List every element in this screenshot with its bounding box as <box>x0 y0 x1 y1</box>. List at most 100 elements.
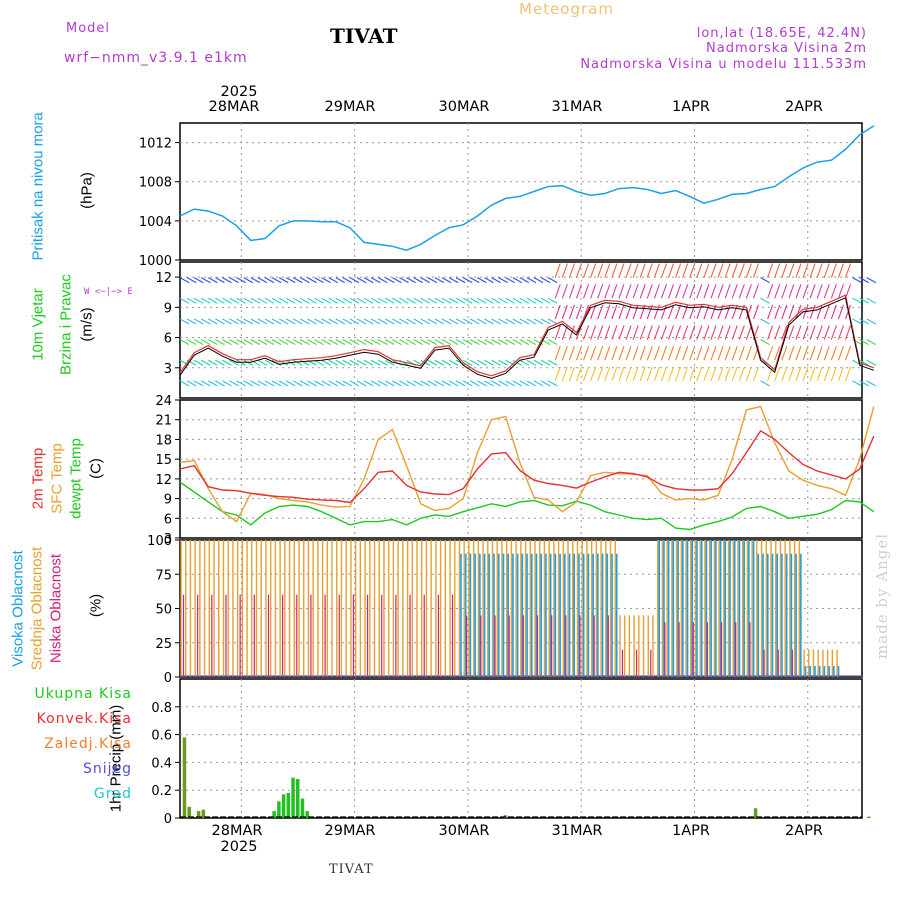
wind-barb-119 <box>328 359 338 366</box>
wind-barb-375 <box>752 304 759 320</box>
precip-panel-frame <box>179 678 863 819</box>
wind-barb-501 <box>257 277 268 284</box>
wind-barb-12 <box>264 380 275 387</box>
wind-barb-89 <box>809 366 816 382</box>
wind-barb-93 <box>837 366 844 382</box>
wind-barb-527 <box>441 277 452 284</box>
wind-barb-342 <box>519 318 530 325</box>
wind-barb-395 <box>200 297 211 304</box>
wind-barb-465 <box>696 284 703 299</box>
wind-barb-236 <box>462 339 473 346</box>
wind-barb-488 <box>859 297 869 304</box>
wind-barb-173 <box>710 346 717 361</box>
wind-barb-86 <box>788 366 795 382</box>
cloud-ytick-label-4: 100 <box>147 534 172 549</box>
wind-barb-329 <box>427 318 438 325</box>
top-date-2apr: 2APR <box>785 99 823 115</box>
wind-barb-265 <box>668 325 675 340</box>
wind-barb-58 <box>590 366 597 382</box>
wind-barb-456 <box>632 284 639 299</box>
wind-barb-115 <box>300 359 310 366</box>
precip-legend-snow: Snijeg <box>82 761 132 777</box>
wind-barb-552 <box>618 263 625 278</box>
temp-2m-line <box>179 429 875 504</box>
wind-barb-339 <box>498 318 508 325</box>
wind-barb-51 <box>540 380 551 387</box>
wind-barb-225 <box>385 339 395 346</box>
precip-ytick-label-2: 0.4 <box>151 756 172 771</box>
wind-barb-295 <box>186 318 197 325</box>
wind-barb-164 <box>646 346 653 361</box>
wind-barb-533 <box>484 277 494 284</box>
wind-barb-196 <box>179 339 190 346</box>
wind-barb-345 <box>540 318 551 325</box>
precip-bar-3 <box>201 809 206 818</box>
wind-barb-478 <box>788 284 795 299</box>
wind-barb-387 <box>837 304 844 320</box>
wind-barb-287 <box>823 325 830 340</box>
wind-barb-320 <box>363 318 374 325</box>
model-name: wrf−nmm_v3.9.1 e1km <box>64 50 248 66</box>
wind-barb-462 <box>675 284 682 299</box>
wind-barb-199 <box>200 339 211 346</box>
wind-barb-538 <box>519 277 530 284</box>
wind-barb-481 <box>809 284 816 299</box>
temp-ytick-label-5: 18 <box>155 433 172 448</box>
wind-barb-200 <box>208 339 218 346</box>
wind-barb-279 <box>767 325 774 340</box>
wind-barb-587 <box>866 277 877 284</box>
wind-barb-16 <box>293 380 303 387</box>
cloud-ytick-label-3: 75 <box>155 568 172 583</box>
wind-barb-205 <box>243 339 253 346</box>
wind-barb-581 <box>823 263 830 278</box>
wind-barb-466 <box>703 284 710 299</box>
wind-barb-269 <box>696 325 703 340</box>
wind-barb-43 <box>484 380 494 387</box>
wind-barb-211 <box>285 339 296 346</box>
precip-bar-8 <box>291 777 295 818</box>
model-elevation-text: Nadmorska Visina u modelu 111.533m <box>580 57 867 72</box>
temp-ytick-label-6: 21 <box>155 414 172 429</box>
wind-barb-578 <box>802 263 809 278</box>
wind-barb-143 <box>498 359 508 366</box>
wind-barb-318 <box>349 318 360 325</box>
wind-barb-52 <box>547 380 558 387</box>
wind-barb-445 <box>554 284 561 299</box>
wind-barb-328 <box>420 318 430 325</box>
precip-bar-1 <box>187 806 191 818</box>
wind-barb-315 <box>328 318 338 325</box>
wind-barb-440 <box>519 297 530 304</box>
wind-barb-574 <box>774 263 781 278</box>
wind-barb-494 <box>208 277 218 284</box>
wind-barb-40 <box>462 380 473 387</box>
wind-barb-162 <box>632 346 639 361</box>
wind-barb-0 <box>179 380 190 387</box>
temp-ytick-label-2: 9 <box>164 493 172 508</box>
wind-barb-429 <box>441 297 452 304</box>
wind-barb-579 <box>809 263 816 278</box>
wind-barb-123 <box>356 359 367 366</box>
wind-barb-443 <box>540 297 551 304</box>
wind-barb-85 <box>781 366 788 382</box>
wind-barb-334 <box>462 318 473 325</box>
wind-barb-346 <box>547 318 558 325</box>
wind-barb-460 <box>660 284 667 299</box>
wind-barb-450 <box>590 284 597 299</box>
wind-barb-301 <box>229 318 239 325</box>
wind-barb-553 <box>625 263 632 278</box>
wind-ytick-label-0: 3 <box>164 362 172 377</box>
wind-barb-543 <box>554 263 561 278</box>
wind-barb-561 <box>682 263 689 278</box>
wind-barb-493 <box>200 277 211 284</box>
wind-barb-393 <box>186 297 197 304</box>
wind-barb-556 <box>646 263 653 278</box>
temp-panel-frame <box>179 399 863 539</box>
wind-barb-455 <box>625 284 632 299</box>
wind-barb-544 <box>561 263 568 278</box>
wind-barb-255 <box>597 325 604 340</box>
wind-barb-490 <box>179 277 190 284</box>
wind-barb-555 <box>639 263 646 278</box>
wind-barb-212 <box>293 339 303 346</box>
wind-barb-156 <box>590 346 597 361</box>
wind-barb-204 <box>236 339 246 346</box>
